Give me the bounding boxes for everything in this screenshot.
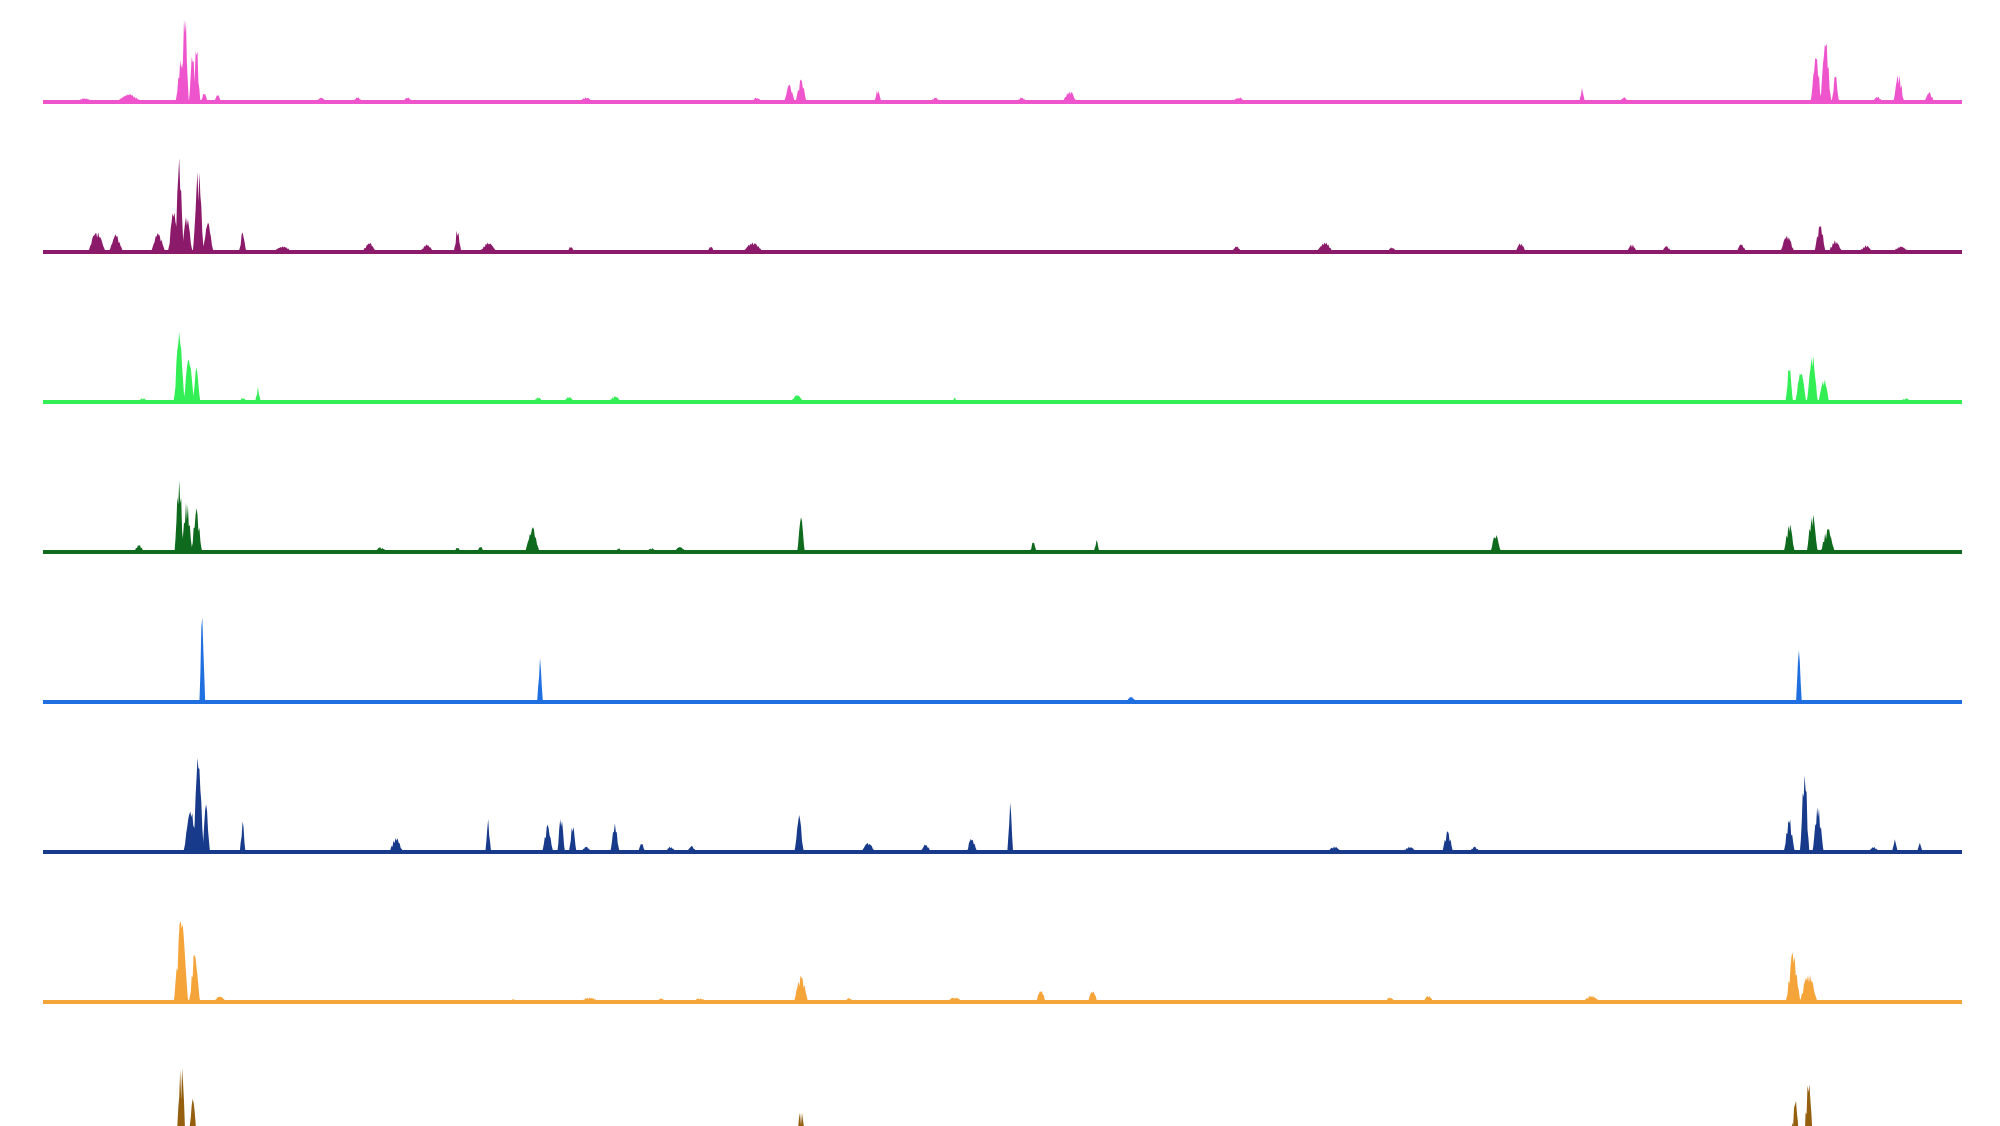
track-6-peak — [860, 842, 876, 852]
track-6-peak — [239, 821, 246, 852]
track-6-peak — [1892, 839, 1898, 852]
track-3-peak — [255, 386, 261, 402]
track-8-peak — [189, 1098, 196, 1126]
track-1-peak — [200, 93, 208, 102]
track-7-peak — [1086, 991, 1099, 1002]
track-6-peak — [1783, 819, 1795, 852]
track-4-peak — [190, 508, 203, 552]
track-6-peak — [1442, 831, 1454, 852]
track-4-peak — [1489, 535, 1502, 552]
track-1-peak — [181, 19, 189, 103]
track-3-peak — [183, 359, 195, 402]
track-1-peak — [1892, 75, 1905, 102]
track-6-peak — [192, 757, 205, 852]
track-2-peak — [1779, 235, 1795, 252]
track-1-peak — [192, 51, 201, 102]
track-1 — [43, 19, 1962, 104]
track-2-peak — [87, 232, 107, 252]
track-6-peak — [557, 819, 565, 852]
track-1-peak — [1820, 43, 1832, 102]
track-2-peak — [741, 242, 765, 252]
track-1-peak — [1831, 76, 1840, 102]
track-1-peak — [783, 84, 796, 102]
track-3-peak — [1818, 379, 1830, 402]
track-2-peak — [453, 230, 462, 252]
track-8-peak — [1805, 1084, 1813, 1126]
track-3 — [43, 332, 1962, 404]
track-8-peak — [798, 1112, 804, 1126]
track-6-peak — [610, 823, 620, 852]
track-1-peak — [1923, 92, 1936, 102]
track-6-peak — [1799, 775, 1810, 852]
track-8-peak — [1791, 1100, 1799, 1126]
track-7-peak — [188, 955, 201, 1002]
track-2-peak — [192, 171, 205, 252]
track-6-peak — [1916, 842, 1923, 852]
track-6-peak — [966, 839, 978, 852]
track-6-peak — [202, 804, 210, 852]
track-2-peak — [478, 242, 498, 252]
track-2-peak — [361, 242, 377, 252]
track-4-peak — [174, 480, 184, 552]
track-2-peak — [181, 217, 193, 252]
track-3-peak — [192, 367, 201, 402]
track-6-peak — [794, 814, 804, 852]
track-5-peak — [1796, 650, 1802, 702]
track-4-peak — [524, 527, 540, 552]
track-1-peak — [1810, 57, 1822, 102]
track-1-peak — [873, 90, 882, 102]
track-4-peak — [181, 502, 193, 552]
track-5-peak — [199, 617, 206, 702]
track-5-peak — [537, 657, 543, 702]
track-2-peak — [1315, 242, 1335, 252]
track-1-peak — [1579, 87, 1585, 102]
track-6-peak — [541, 824, 554, 852]
track-6 — [43, 757, 1962, 854]
track-2 — [43, 158, 1962, 254]
track-7 — [43, 921, 1962, 1004]
track-4-peak — [1783, 524, 1795, 552]
track-5 — [43, 617, 1962, 704]
track-1-peak — [795, 79, 807, 102]
track-3-peak — [173, 332, 185, 402]
track-4-peak — [797, 517, 805, 552]
track-4-peak — [1820, 529, 1836, 552]
track-2-peak — [202, 222, 214, 252]
track-4-peak — [1029, 542, 1037, 552]
track-4 — [43, 480, 1962, 554]
track-7-peak — [1035, 991, 1047, 1002]
track-1-peak — [1062, 91, 1078, 102]
track-3-peak — [1785, 369, 1794, 402]
track-6-peak — [568, 826, 577, 852]
track-2-peak — [238, 232, 247, 252]
track-6-peak — [388, 838, 404, 852]
track-4-peak — [1806, 514, 1819, 552]
track-2-peak — [174, 158, 184, 252]
track-2-peak — [1814, 225, 1826, 252]
track-4-peak — [1093, 540, 1100, 552]
track-7-peak — [793, 975, 809, 1002]
track-6-peak — [1812, 807, 1824, 852]
track-7-peak — [1798, 974, 1819, 1002]
track-3-peak — [1806, 355, 1819, 402]
track-2-peak — [150, 233, 166, 252]
track-6-peak — [1007, 802, 1014, 852]
track-8-peak — [177, 1068, 185, 1126]
track-7-peak — [1785, 952, 1801, 1002]
track-6-peak — [485, 819, 492, 852]
track-2-peak — [108, 234, 124, 252]
track-8 — [177, 1068, 1813, 1126]
track-3-peak — [1795, 373, 1807, 402]
track-2-peak — [1827, 240, 1843, 252]
track-7-peak — [173, 921, 189, 1002]
track-2-peak — [1514, 243, 1527, 252]
